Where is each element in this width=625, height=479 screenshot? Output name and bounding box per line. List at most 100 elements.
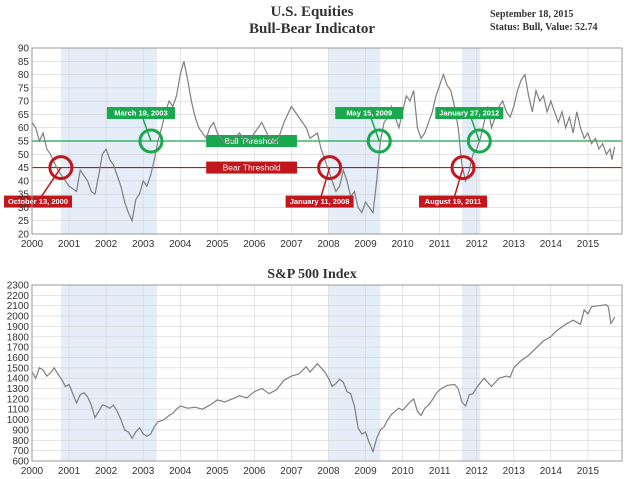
y-tick-label: 1700 [7, 343, 30, 354]
y-tick-label: 2100 [7, 301, 30, 312]
status-value: Status: Bull, Value: 52.74 [490, 22, 598, 33]
x-tick-label: 2004 [169, 239, 192, 250]
annotation-label: October 13, 2000 [8, 197, 68, 206]
x-tick-label: 2000 [21, 466, 44, 477]
y-tick-label: 1400 [7, 374, 30, 385]
annotation-circle [466, 128, 492, 154]
x-tick-label: 2009 [354, 239, 377, 250]
annotation-circle [48, 155, 74, 181]
x-tick-label: 2013 [503, 466, 526, 477]
y-tick-label: 90 [18, 44, 30, 55]
y-tick-label: 65 [18, 110, 30, 121]
x-tick-label: 2003 [132, 466, 155, 477]
plot-frame [31, 284, 623, 462]
sp500-title: S&P 500 Index [267, 267, 356, 282]
y-tick-label: 1500 [7, 363, 30, 374]
x-tick-label: 2002 [95, 239, 118, 250]
annotation-label: August 19, 2011 [425, 197, 482, 206]
series-line [31, 61, 616, 223]
annotation-label: January 11, 2008 [290, 197, 350, 206]
y-tick-label: 700 [12, 446, 29, 457]
y-tick-label: 1300 [7, 384, 30, 395]
x-tick-label: 2012 [466, 239, 489, 250]
y-tick-label: 1800 [7, 332, 30, 343]
y-tick-label: 75 [18, 83, 30, 94]
x-tick-label: 2001 [58, 239, 81, 250]
x-tick-label: 2003 [132, 239, 155, 250]
shaded-period [60, 285, 157, 461]
annotation-badge [106, 107, 175, 119]
x-tick-label: 2000 [21, 239, 44, 250]
x-tick-label: 2010 [391, 466, 414, 477]
annotation-circle [450, 155, 476, 181]
annotation-badge [419, 195, 488, 208]
y-tick-label: 50 [18, 150, 30, 161]
x-tick-label: 2005 [206, 239, 229, 250]
annotation-label: May 15, 2009 [346, 109, 392, 118]
x-tick-label: 2013 [503, 239, 526, 250]
annotation-circle [138, 128, 164, 154]
x-tick-label: 2011 [429, 239, 451, 250]
y-tick-label: 20 [18, 230, 30, 241]
threshold-label: Bull Threshold [224, 136, 278, 146]
y-tick-label: 60 [18, 123, 30, 134]
y-tick-label: 30 [18, 203, 30, 214]
y-tick-label: 1100 [7, 405, 29, 416]
x-tick-label: 2006 [243, 466, 266, 477]
status-date: September 18, 2015 [490, 9, 573, 20]
x-tick-label: 2008 [317, 239, 340, 250]
y-tick-label: 1600 [7, 353, 30, 364]
annotation-badge [435, 107, 504, 119]
bull-bear-chart: Bull Threshold Bear Threshold October 13,… [4, 44, 623, 250]
y-tick-label: 2000 [7, 312, 30, 323]
y-tick-label: 2300 [7, 281, 30, 292]
y-tick-label: 35 [18, 190, 30, 201]
annotation-label: January 27, 2012 [439, 109, 499, 118]
y-tick-label: 600 [12, 457, 29, 468]
y-tick-label: 900 [12, 425, 29, 436]
y-tick-label: 70 [18, 97, 30, 108]
sp500-chart: 6007008009001000110012001300140015001600… [7, 281, 623, 477]
x-tick-label: 2012 [466, 466, 489, 477]
x-tick-label: 2006 [243, 239, 266, 250]
threshold-badge [206, 135, 297, 147]
annotation-circle [366, 128, 392, 154]
y-tick-label: 800 [12, 436, 29, 447]
annotation-badge [335, 107, 404, 119]
shaded-period [328, 285, 381, 461]
x-tick-label: 2014 [540, 466, 563, 477]
y-tick-label: 40 [18, 176, 30, 187]
x-tick-label: 2002 [95, 466, 118, 477]
series-line [31, 304, 616, 454]
y-tick-label: 1200 [7, 394, 30, 405]
annotation-badge [4, 195, 72, 208]
y-tick-label: 1000 [7, 415, 30, 426]
threshold-label: Bear Threshold [223, 163, 281, 173]
y-tick-label: 45 [18, 163, 30, 174]
threshold-badge [206, 161, 297, 174]
x-tick-label: 2014 [540, 239, 563, 250]
x-tick-label: 2010 [391, 239, 414, 250]
y-tick-label: 25 [18, 216, 30, 227]
x-tick-label: 2009 [354, 466, 377, 477]
y-tick-label: 2200 [7, 291, 30, 302]
annotation-label: March 19, 2003 [114, 109, 167, 118]
y-tick-label: 80 [18, 70, 30, 81]
y-tick-label: 1900 [7, 322, 30, 333]
x-tick-label: 2007 [280, 466, 303, 477]
chart-subtitle: Bull-Bear Indicator [249, 21, 375, 37]
x-tick-label: 2007 [280, 239, 303, 250]
y-tick-label: 85 [18, 57, 30, 68]
x-tick-label: 2005 [206, 466, 229, 477]
plot-frame [31, 47, 623, 235]
x-tick-label: 2015 [577, 466, 600, 477]
x-tick-label: 2011 [429, 466, 451, 477]
x-tick-label: 2008 [317, 466, 340, 477]
annotation-badge [285, 195, 354, 208]
x-tick-label: 2001 [58, 466, 81, 477]
x-tick-label: 2015 [577, 239, 600, 250]
shaded-period [461, 285, 481, 461]
x-tick-label: 2004 [169, 466, 192, 477]
y-tick-label: 55 [18, 137, 30, 148]
